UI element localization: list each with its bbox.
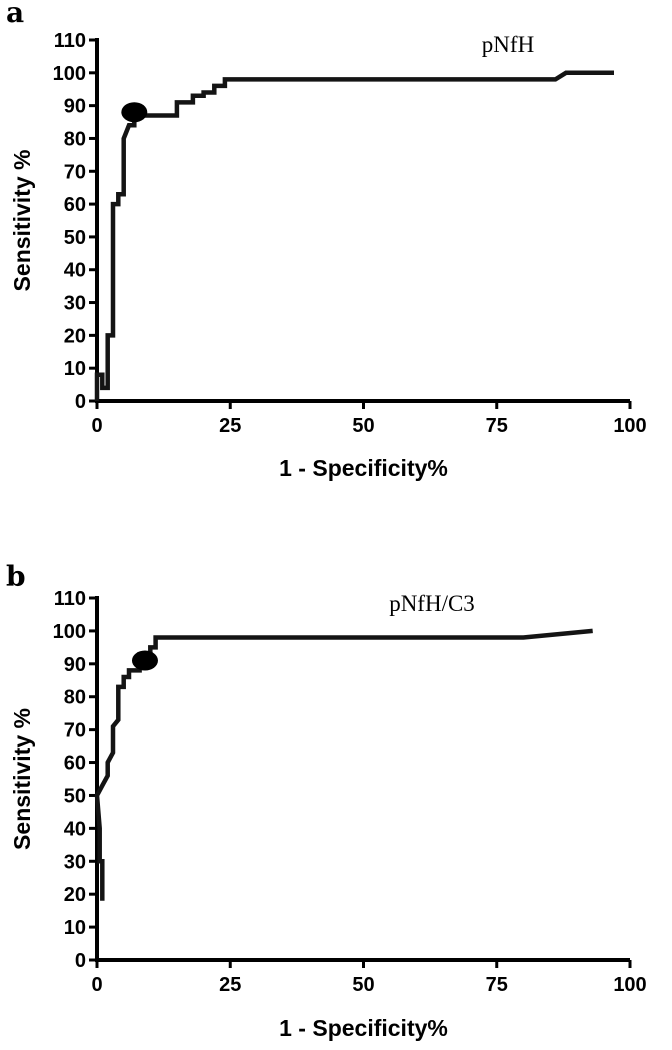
y-tick-label: 10 — [64, 358, 86, 380]
y-tick-label: 70 — [64, 161, 86, 183]
y-tick-label: 100 — [53, 63, 86, 85]
cut-off-point — [121, 102, 148, 123]
y-tick-label: 30 — [64, 293, 86, 315]
y-tick-label: 0 — [75, 950, 86, 972]
y-tick-label: 90 — [64, 96, 86, 118]
x-tick-label: 100 — [613, 415, 646, 437]
panel-letter: a — [6, 0, 24, 29]
y-axis-title: Sensitivity % — [9, 708, 35, 850]
y-tick-label: 80 — [64, 128, 86, 150]
y-tick-label: 110 — [54, 588, 86, 610]
y-axis-title: Sensitivity % — [9, 150, 35, 292]
cut-off-point — [131, 650, 158, 671]
x-tick-label: 100 — [613, 974, 646, 996]
x-tick-label: 75 — [486, 974, 508, 996]
y-tick-label: 40 — [64, 818, 86, 840]
y-tick-label: 50 — [64, 227, 86, 249]
series-label: pNfH/C3 — [389, 591, 475, 616]
x-tick-label: 75 — [486, 415, 508, 437]
series-label: pNfH — [482, 32, 534, 57]
x-tick-label: 0 — [91, 415, 102, 437]
x-tick-label: 50 — [352, 415, 374, 437]
x-axis-title: 1 - Specificity% — [279, 455, 448, 481]
roc-curve — [94, 628, 593, 901]
roc-chart-b: b 0 10 20 30 40 50 60 70 80 90 100 110 0 25 50 75 100 1 - … — [6, 560, 647, 1041]
roc-chart-a: a 0 10 20 30 40 50 60 70 80 90 100 110 0 25 50 75 100 1 - … — [6, 0, 647, 481]
y-tick-label: 60 — [64, 753, 86, 775]
y-tick-label: 100 — [53, 621, 86, 643]
x-tick-label: 25 — [219, 974, 241, 996]
x-axis-title: 1 - Specificity% — [279, 1015, 448, 1041]
x-tick-label: 0 — [91, 974, 102, 996]
y-tick-label: 110 — [54, 30, 86, 52]
y-tick-label: 10 — [64, 917, 86, 939]
y-tick-label: 50 — [64, 785, 86, 807]
x-tick-label: 25 — [219, 415, 241, 437]
y-tick-label: 80 — [64, 687, 86, 709]
y-tick-label: 30 — [64, 851, 86, 873]
y-tick-label: 20 — [64, 884, 86, 906]
y-tick-label: 0 — [75, 391, 86, 413]
roc-curve — [94, 70, 614, 401]
y-tick-label: 90 — [64, 654, 86, 676]
y-tick-label: 40 — [64, 260, 86, 282]
y-tick-label: 70 — [64, 720, 86, 742]
panel-letter: b — [6, 560, 26, 593]
x-tick-label: 50 — [352, 974, 374, 996]
y-tick-label: 20 — [64, 325, 86, 347]
y-tick-label: 60 — [64, 194, 86, 216]
